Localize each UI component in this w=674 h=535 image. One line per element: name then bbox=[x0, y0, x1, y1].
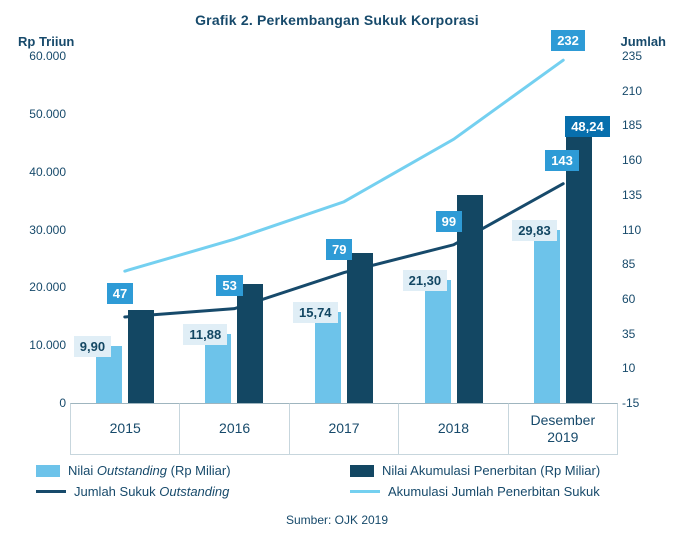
y-right-tick: 60 bbox=[622, 292, 664, 306]
bar-group bbox=[180, 56, 290, 403]
y-right-tick: 85 bbox=[622, 257, 664, 271]
y-right-tick: 110 bbox=[622, 223, 664, 237]
value-label-jumlah: 79 bbox=[326, 239, 352, 260]
legend-item-nilai-outstanding: Nilai Outstanding (Rp Miliar) bbox=[36, 463, 330, 478]
bar-nilai-outstanding bbox=[425, 280, 451, 403]
bar-nilai-outstanding bbox=[534, 230, 560, 403]
swatch-icon bbox=[36, 465, 60, 477]
legend-item-nilai-akumulasi: Nilai Akumulasi Penerbitan (Rp Miliar) bbox=[350, 463, 644, 478]
bar-nilai-akumulasi bbox=[347, 253, 373, 403]
bar-nilai-akumulasi bbox=[237, 284, 263, 403]
y-left-label: Rp Triiun bbox=[18, 34, 74, 49]
legend-label: Nilai Akumulasi Penerbitan (Rp Miliar) bbox=[382, 463, 600, 478]
y-left-tick: 0 bbox=[16, 396, 66, 410]
y-right-tick: 35 bbox=[622, 327, 664, 341]
value-label-akumulasi: 232 bbox=[551, 30, 585, 51]
y-right-tick: 135 bbox=[622, 188, 664, 202]
x-axis-category: Desember2019 bbox=[508, 403, 618, 455]
y-right-tick: 210 bbox=[622, 84, 664, 98]
y-right-tick: 235 bbox=[622, 49, 664, 63]
y-right-tick: 160 bbox=[622, 153, 664, 167]
x-axis-category: 2016 bbox=[179, 403, 289, 455]
value-label-jumlah: 99 bbox=[436, 211, 462, 232]
y-left-tick: 20.000 bbox=[16, 280, 66, 294]
chart-container: Grafik 2. Perkembangan Sukuk Korporasi R… bbox=[0, 0, 674, 535]
bar-group bbox=[289, 56, 399, 403]
x-axis-category: 2017 bbox=[289, 403, 399, 455]
value-label-outstanding: 15,74 bbox=[293, 302, 338, 323]
bar-nilai-outstanding bbox=[315, 312, 341, 403]
legend-label: Jumlah Sukuk Outstanding bbox=[74, 484, 229, 499]
value-label-jumlah: 143 bbox=[545, 150, 579, 171]
value-label-outstanding: 11,88 bbox=[183, 324, 227, 345]
legend-label: Nilai Outstanding (Rp Miliar) bbox=[68, 463, 231, 478]
line-icon bbox=[350, 490, 380, 493]
y-left-tick: 30.000 bbox=[16, 223, 66, 237]
value-label-outstanding: 21,30 bbox=[403, 270, 448, 291]
legend-item-jumlah-outstanding: Jumlah Sukuk Outstanding bbox=[36, 484, 330, 499]
x-axis-category: 2018 bbox=[398, 403, 508, 455]
legend-label: Akumulasi Jumlah Penerbitan Sukuk bbox=[388, 484, 600, 499]
x-axis-category: 2015 bbox=[70, 403, 180, 455]
plot-area: 010.00020.00030.00040.00050.00060.000-15… bbox=[70, 56, 618, 403]
legend-item-akumulasi-jumlah: Akumulasi Jumlah Penerbitan Sukuk bbox=[350, 484, 644, 499]
value-label-akumulasi-nilai: 48,24 bbox=[565, 116, 610, 137]
y-right-tick: 185 bbox=[622, 118, 664, 132]
legend: Nilai Outstanding (Rp Miliar) Nilai Akum… bbox=[36, 463, 644, 499]
y-left-tick: 10.000 bbox=[16, 338, 66, 352]
swatch-icon bbox=[350, 465, 374, 477]
y-right-label: Jumlah bbox=[620, 34, 666, 49]
source-text: Sumber: OJK 2019 bbox=[0, 513, 674, 527]
y-right-tick: 10 bbox=[622, 361, 664, 375]
value-label-jumlah: 53 bbox=[216, 275, 242, 296]
x-axis: 2015201620172018Desember2019 bbox=[70, 403, 618, 455]
y-left-tick: 60.000 bbox=[16, 49, 66, 63]
value-label-outstanding: 29,83 bbox=[512, 220, 557, 241]
bar-nilai-akumulasi bbox=[128, 310, 154, 403]
value-label-outstanding: 9,90 bbox=[74, 336, 111, 357]
chart-title: Grafik 2. Perkembangan Sukuk Korporasi bbox=[18, 12, 656, 28]
y-right-tick: -15 bbox=[622, 396, 664, 410]
line-icon bbox=[36, 490, 66, 493]
y-left-tick: 40.000 bbox=[16, 165, 66, 179]
y-left-tick: 50.000 bbox=[16, 107, 66, 121]
value-label-jumlah: 47 bbox=[107, 283, 133, 304]
